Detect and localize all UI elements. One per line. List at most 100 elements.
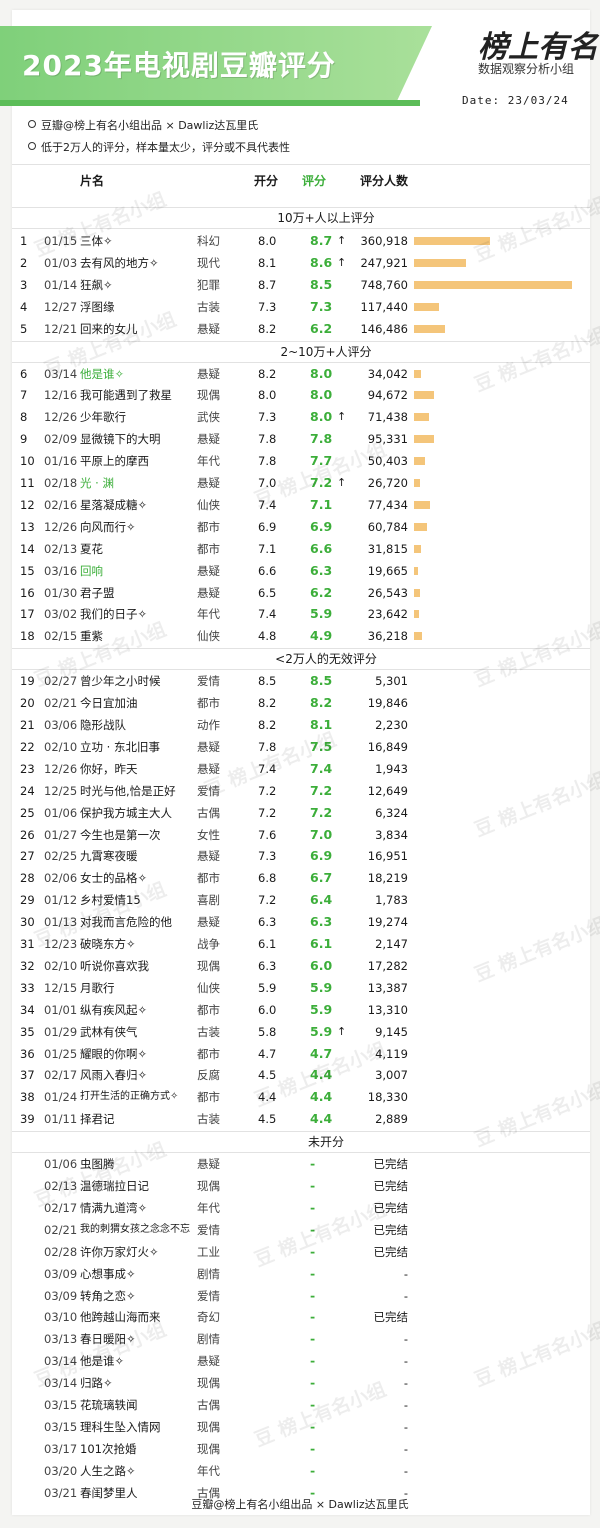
- row-score: -: [310, 1375, 316, 1391]
- table-row: 23 12/26 你好，昨天 悬疑 7.4 7.4 1,943: [12, 758, 590, 780]
- row-genre: 剧情: [197, 1266, 220, 1281]
- row-open-score: 8.0: [258, 388, 277, 403]
- row-open-score: 7.2: [258, 783, 277, 798]
- row-date: 01/16: [44, 454, 78, 469]
- table-row: 37 02/17 风雨入春归✧ 反腐 4.5 4.4 3,007: [12, 1064, 590, 1086]
- up-arrow-icon: ↑: [337, 255, 347, 269]
- row-score: -: [310, 1397, 316, 1412]
- row-score: 7.2: [310, 782, 333, 798]
- row-genre: 现偶: [197, 1419, 220, 1434]
- header-top-divider: [12, 164, 590, 165]
- section-header-label: 未开分: [307, 1135, 344, 1150]
- row-open-score: 7.8: [258, 432, 277, 447]
- table-row: 17 03/02 我们的日子✧ 年代 7.4 5.9 23,642: [12, 603, 590, 625]
- row-date: 03/14: [44, 1354, 78, 1369]
- table-row: 31 12/23 破晓东方✧ 战争 6.1 6.1 2,147: [12, 933, 590, 955]
- row-date: 01/24: [44, 1090, 78, 1105]
- row-title: 花琉璃轶闻: [80, 1398, 138, 1412]
- row-genre: 爱情: [197, 783, 220, 798]
- row-genre: 剧情: [197, 1332, 220, 1347]
- row-score: 7.2: [310, 804, 333, 820]
- row-genre: 悬疑: [197, 432, 220, 447]
- row-open-score: 7.2: [258, 805, 277, 820]
- row-score: 8.0: [310, 409, 333, 425]
- row-rank: 19: [20, 674, 35, 689]
- row-genre: 悬疑: [197, 1354, 220, 1369]
- row-genre: 都市: [197, 1002, 220, 1017]
- table-row: 03/17 101次抢婚 现偶 - -: [12, 1438, 590, 1460]
- row-rating-count: -: [403, 1398, 408, 1412]
- row-rating-count: -: [403, 1463, 408, 1478]
- count-bar: [414, 566, 418, 575]
- row-date: 01/14: [44, 277, 78, 292]
- row-rating-count: 71,438: [367, 410, 408, 425]
- table-row: 25 01/06 保护我方城主大人 古偶 7.2 7.2 6,324: [12, 802, 590, 824]
- row-rating-count: 已完结: [373, 1244, 409, 1259]
- row-rating-count: -: [403, 1332, 408, 1347]
- row-genre: 悬疑: [197, 563, 220, 578]
- row-date: 02/09: [44, 432, 78, 447]
- row-title: 你好，昨天: [80, 761, 138, 776]
- table-row: 32 02/10 听说你喜欢我 现偶 6.3 6.0 17,282: [12, 955, 590, 977]
- row-score: 8.1: [310, 717, 333, 732]
- up-arrow-icon: ↑: [337, 410, 347, 424]
- row-rating-count: 3,834: [375, 827, 408, 842]
- row-open-score: 6.9: [258, 519, 277, 534]
- row-title: 春日暖阳✧: [80, 1332, 136, 1347]
- row-rating-count: 13,310: [367, 1002, 408, 1017]
- table-row: 19 02/27 曾少年之小时候 爱情 8.5 8.5 5,301: [12, 670, 590, 692]
- row-genre: 都市: [197, 1046, 220, 1061]
- table-row: 9 02/09 显微镜下的大明 悬疑 7.8 7.8 95,331: [12, 428, 590, 450]
- row-date: 01/06: [44, 805, 78, 820]
- row-title: 我可能遇到了救星: [80, 388, 172, 403]
- row-rating-count: 19,665: [367, 563, 408, 578]
- row-genre: 悬疑: [197, 849, 220, 864]
- row-score: -: [310, 1287, 316, 1303]
- row-title: 保护我方城主大人: [80, 805, 172, 820]
- table-row: 13 12/26 向风而行✧ 都市 6.9 6.9 60,784: [12, 516, 590, 538]
- row-score: 7.7: [310, 453, 333, 469]
- table-row: 12 02/16 星落凝成糖✧ 仙侠 7.4 7.1 77,434: [12, 494, 590, 516]
- row-title: 星落凝成糖✧: [80, 497, 148, 512]
- row-open-score: 6.6: [258, 563, 277, 578]
- row-title: 许你万家灯火✧: [80, 1244, 159, 1259]
- row-score: 6.6: [310, 540, 333, 556]
- row-genre: 武侠: [197, 410, 220, 425]
- row-date: 03/10: [44, 1310, 78, 1325]
- row-date: 03/16: [44, 563, 78, 578]
- count-bar: [414, 588, 420, 597]
- row-genre: 古装: [197, 299, 220, 314]
- row-rating-count: 77,434: [367, 497, 408, 512]
- row-score: 6.9: [310, 518, 333, 534]
- row-score: 6.2: [310, 320, 333, 336]
- row-title: 虫图腾: [80, 1157, 115, 1172]
- row-rating-count: 60,784: [367, 519, 408, 534]
- table-row: 1 01/15 三体✧ 科幻 8.0 8.7 ↑ 360,918: [12, 230, 590, 252]
- row-open-score: 7.0: [258, 476, 277, 490]
- count-bar: [414, 413, 429, 422]
- count-bar: [414, 522, 427, 531]
- row-rating-count: 34,042: [367, 366, 408, 381]
- row-rank: 26: [20, 827, 35, 842]
- row-rating-count: 6,324: [375, 805, 408, 820]
- row-genre: 现偶: [197, 1179, 220, 1193]
- row-rank: 30: [20, 915, 35, 930]
- row-rating-count: 748,760: [360, 277, 408, 292]
- row-rating-count: 4,119: [375, 1046, 408, 1061]
- row-score: -: [310, 1221, 316, 1237]
- table-row: 03/15 理科生坠入情网 现偶 - -: [12, 1416, 590, 1438]
- row-date: 02/27: [44, 674, 78, 689]
- row-open-score: 7.8: [258, 454, 277, 469]
- row-genre: 爱情: [197, 1222, 220, 1237]
- row-genre: 都市: [197, 696, 220, 711]
- row-title: 对我而言危险的他: [80, 915, 172, 930]
- table-row: 03/10 他跨越山海而来 奇幻 - 已完结: [12, 1306, 590, 1328]
- row-date: 01/30: [44, 585, 78, 600]
- row-open-score: 7.4: [258, 497, 277, 512]
- row-open-score: 7.8: [258, 739, 277, 754]
- table-row: 03/09 心想事成✧ 剧情 - -: [12, 1263, 590, 1285]
- row-rank: 28: [20, 871, 35, 886]
- row-title: 九霄寒夜暖: [80, 849, 138, 864]
- row-title: 耀眼的你啊✧: [80, 1046, 148, 1061]
- row-genre: 现偶: [197, 388, 220, 403]
